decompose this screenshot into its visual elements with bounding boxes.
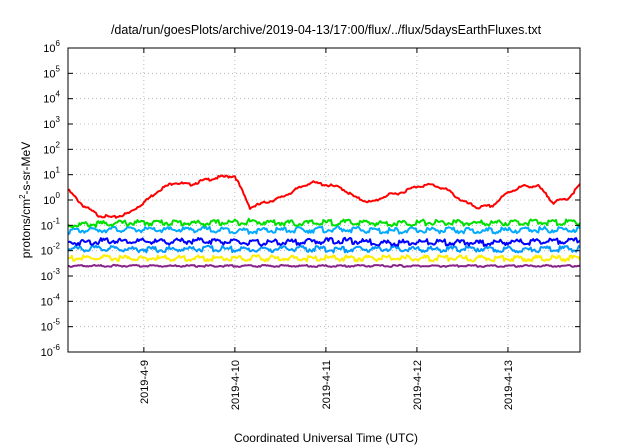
data-series — [67, 174, 581, 268]
y-tick-base: 10 — [43, 43, 55, 55]
y-tick-base: 10 — [43, 195, 55, 207]
series-line-2 — [67, 217, 581, 229]
y-tick-exponent: 1 — [56, 166, 61, 175]
y-tick-exponent: -4 — [53, 292, 61, 301]
x-tick-label: 2019-4-10 — [230, 360, 242, 410]
y-tick-label: 101 — [43, 166, 60, 182]
x-axis-label: Coordinated Universal Time (UTC) — [234, 431, 418, 445]
x-tick-label: 2019-4-13 — [503, 360, 515, 410]
y-tick-exponent: -2 — [53, 242, 61, 251]
y-tick-label: 104 — [43, 90, 60, 106]
y-tick-label: 10-3 — [41, 267, 61, 283]
y-tick-base: 10 — [41, 322, 53, 334]
y-tick-base: 10 — [41, 347, 53, 359]
y-tick-base: 10 — [43, 68, 55, 80]
y-tick-label: 10-1 — [41, 216, 61, 232]
series-line-5 — [67, 244, 581, 254]
series-line-3 — [67, 225, 581, 235]
series-line-7 — [67, 263, 581, 268]
y-tick-label: 10-5 — [41, 318, 61, 334]
y-tick-exponent: 3 — [56, 115, 61, 124]
x-tick-label: 2019-4-11 — [321, 360, 333, 409]
y-tick-label: 103 — [43, 115, 60, 131]
y-tick-label: 10-6 — [41, 343, 61, 359]
y-tick-label: 100 — [43, 191, 60, 207]
y-tick-label: 106 — [43, 39, 60, 55]
y-tick-base: 10 — [43, 170, 55, 182]
y-tick-base: 10 — [41, 296, 53, 308]
y-tick-label: 105 — [43, 64, 60, 80]
y-tick-exponent: 2 — [56, 140, 61, 149]
y-tick-base: 10 — [43, 144, 55, 156]
y-tick-exponent: 5 — [56, 64, 61, 73]
y-tick-exponent: -5 — [53, 318, 61, 327]
y-tick-exponent: -6 — [53, 343, 61, 352]
x-tick-label: 2019-4-12 — [412, 360, 424, 410]
y-tick-base: 10 — [41, 271, 53, 283]
y-tick-exponent: -3 — [53, 267, 61, 276]
y-tick-exponent: 4 — [56, 90, 61, 99]
y-tick-base: 10 — [41, 246, 53, 258]
y-tick-base: 10 — [43, 94, 55, 106]
y-tick-label: 10-4 — [41, 292, 61, 308]
y-axis-label-pre: protons/cm — [19, 199, 33, 258]
y-axis-label: protons/cm2-s-sr-MeV — [18, 142, 33, 258]
chart-title: /data/run/goesPlots/archive/2019-04-13/1… — [111, 23, 542, 37]
y-tick-label: 10-2 — [41, 242, 61, 258]
y-axis-label-sup: 2 — [18, 194, 27, 199]
x-tick-label: 2019-4-9 — [139, 360, 151, 404]
series-line-1 — [67, 174, 581, 219]
y-tick-label: 102 — [43, 140, 60, 156]
y-tick-base: 10 — [41, 220, 53, 232]
y-tick-base: 10 — [43, 119, 55, 131]
y-axis-label-post: -s-sr-MeV — [19, 142, 33, 195]
x-tick-labels: 2019-4-9 2019-4-10 2019-4-11 2019-4-12 2019-… — [139, 48, 515, 410]
y-tick-exponent: -1 — [53, 216, 61, 225]
series-line-4 — [67, 236, 581, 247]
y-tick-exponent: 0 — [56, 191, 61, 200]
y-tick-exponent: 6 — [56, 39, 61, 48]
series-line-6 — [67, 254, 581, 263]
y-tick-labels: 10610510410310210110010-110-210-310-410-… — [41, 39, 580, 359]
grid-lines — [68, 48, 580, 352]
